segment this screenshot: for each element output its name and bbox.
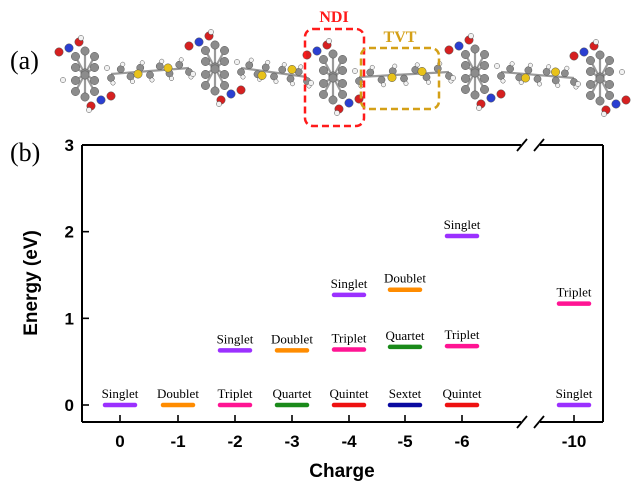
energy-level-label: Quintet bbox=[330, 386, 369, 401]
energy-level-label: Singlet bbox=[444, 217, 481, 232]
energy-level-label: Singlet bbox=[556, 386, 593, 401]
energy-level-label: Singlet bbox=[217, 331, 254, 346]
x-tick-label: -2 bbox=[227, 432, 242, 451]
x-tick-label: -6 bbox=[454, 432, 469, 451]
energy-level-label: Singlet bbox=[102, 386, 139, 401]
y-axis-title: Energy (eV) bbox=[21, 230, 42, 336]
energy-level-label: Singlet bbox=[331, 276, 368, 291]
molecule-structure bbox=[54, 29, 631, 117]
x-tick-label: 0 bbox=[115, 432, 124, 451]
y-tick-label: 3 bbox=[65, 136, 74, 155]
energy-level-label: Doublet bbox=[271, 331, 313, 346]
energy-level-chart: 0 1 2 3 0 -1 -2 -3 -4 -5 -6 -10 Singlet Doublet Trip… bbox=[21, 136, 604, 482]
energy-level-label: Triplet bbox=[445, 327, 480, 342]
energy-level-label: Triplet bbox=[218, 386, 253, 401]
energy-level-label: Doublet bbox=[384, 271, 426, 286]
structure-highlights: NDI TVT bbox=[303, 9, 441, 128]
energy-level-label: Triplet bbox=[557, 285, 592, 300]
energy-level-label: Quintet bbox=[443, 386, 482, 401]
axis-break-top bbox=[516, 138, 545, 152]
y-tick-label: 2 bbox=[65, 223, 74, 242]
tvt-highlight-label: TVT bbox=[384, 29, 417, 46]
x-tick-label: -1 bbox=[170, 432, 185, 451]
x-tick-label: -5 bbox=[397, 432, 412, 451]
axis-break-bottom bbox=[516, 415, 545, 429]
molecule-atoms bbox=[54, 29, 631, 117]
energy-level-label: Doublet bbox=[157, 386, 199, 401]
ndi-highlight-label: NDI bbox=[319, 9, 348, 26]
y-tick-label: 0 bbox=[65, 396, 74, 415]
x-tick-label: -4 bbox=[341, 432, 357, 451]
energy-level-label: Sextet bbox=[389, 386, 422, 401]
panel-label-b: (b) bbox=[10, 138, 41, 167]
panel-label-a: (a) bbox=[10, 46, 39, 75]
x-tick-label: -3 bbox=[284, 432, 299, 451]
energy-level-label: Triplet bbox=[332, 331, 367, 346]
energy-level-label: Quartet bbox=[273, 386, 312, 401]
x-axis-title: Charge bbox=[309, 461, 374, 482]
y-tick-label: 1 bbox=[65, 309, 74, 328]
energy-level-label: Quartet bbox=[386, 328, 425, 343]
ndi-highlight-box bbox=[303, 27, 366, 128]
x-tick-label: -10 bbox=[562, 432, 587, 451]
